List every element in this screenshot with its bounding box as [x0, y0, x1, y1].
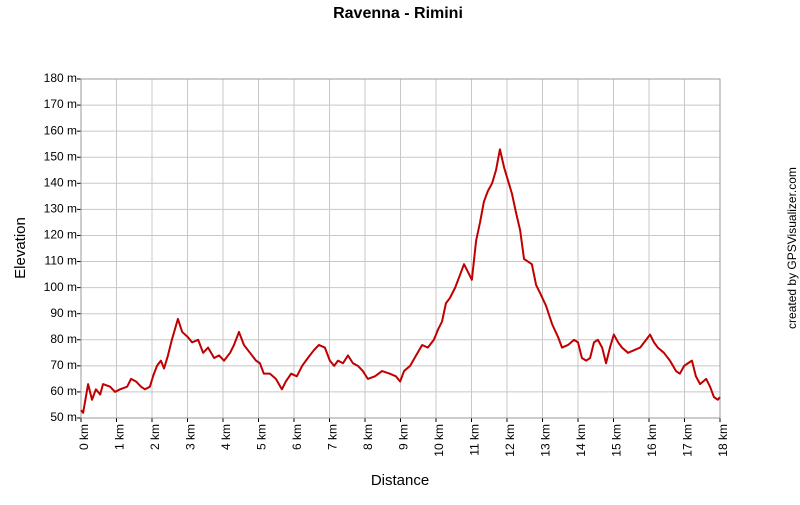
x-tick-label: 16 km: [645, 424, 659, 457]
y-tick-label: 130 m: [44, 202, 77, 216]
x-tick-label: 14 km: [574, 424, 588, 457]
y-tick-label: 50 m: [50, 410, 77, 424]
y-tick-label: 100 m: [44, 280, 77, 294]
y-tick-label: 180 m: [44, 71, 77, 85]
elevation-line: [80, 148, 721, 414]
y-tick-label: 70 m: [50, 358, 77, 372]
x-tick-label: 3 km: [184, 424, 198, 450]
x-tick-label: 8 km: [361, 424, 375, 450]
y-tick-label: 80 m: [50, 332, 77, 346]
x-tick-label: 0 km: [77, 424, 91, 450]
x-tick-label: 18 km: [716, 424, 730, 457]
y-tick-label: 90 m: [50, 306, 77, 320]
x-tick-label: 11 km: [468, 424, 482, 456]
y-axis-label: Elevation: [12, 217, 29, 279]
x-tick-label: 12 km: [503, 424, 517, 457]
y-tick-label: 110 m: [45, 254, 77, 268]
plot-border: [80, 78, 721, 419]
y-tick-label: 60 m: [50, 384, 77, 398]
y-tick-label: 160 m: [44, 123, 77, 137]
x-tick-label: 9 km: [397, 424, 411, 450]
credit: created by GPSVisualizer.com: [785, 167, 799, 329]
y-tick-label: 170 m: [44, 97, 77, 111]
x-tick-label: 5 km: [255, 424, 269, 450]
x-tick-label: 6 km: [290, 424, 304, 450]
x-tick-label: 15 km: [610, 424, 624, 457]
x-tick-label: 17 km: [681, 424, 695, 457]
x-tick-label: 4 km: [219, 424, 233, 450]
chart-title: Ravenna - Rimini: [333, 5, 463, 22]
x-tick-label: 10 km: [432, 424, 446, 457]
y-tick-label: 120 m: [44, 228, 77, 242]
y-tick-label: 150 m: [44, 149, 77, 163]
x-axis-label: Distance: [371, 472, 429, 489]
x-tick-label: 2 km: [148, 424, 162, 450]
x-tick-label: 13 km: [539, 424, 553, 457]
y-tick-label: 140 m: [44, 175, 77, 189]
x-tick-label: 1 km: [113, 424, 127, 450]
x-tick-label: 7 km: [326, 424, 340, 450]
